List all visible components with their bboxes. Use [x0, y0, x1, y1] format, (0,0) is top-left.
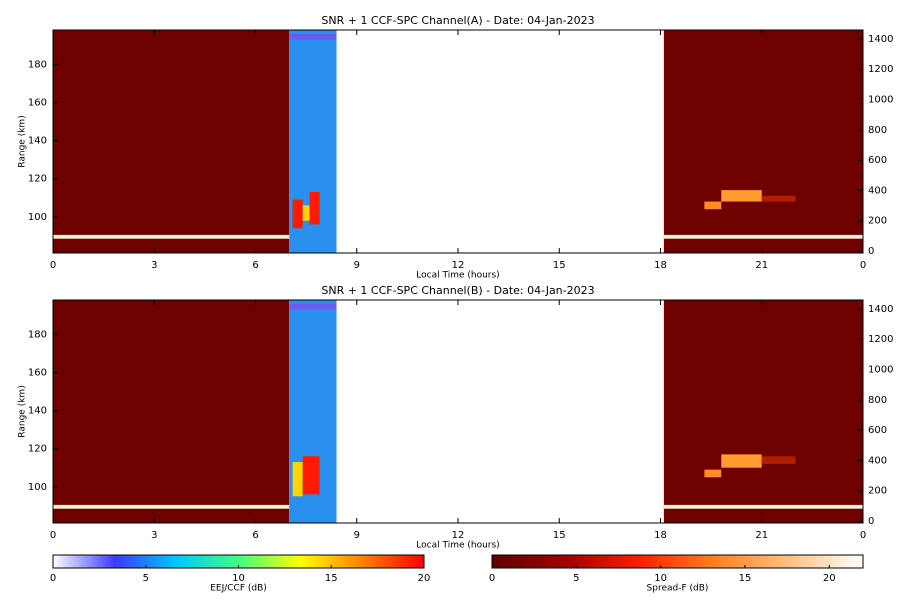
echo-region: [663, 504, 863, 509]
y-tick-label: 180: [28, 329, 47, 340]
chart-title: SNR + 1 CCF-SPC Channel(B) - Date: 04-Ja…: [321, 284, 594, 297]
echo-region: [704, 201, 722, 210]
y-tick-label: 120: [28, 444, 47, 455]
echo-region: [292, 199, 303, 229]
y2-tick-label: 400: [868, 185, 887, 196]
x-axis-label: Local Time (hours): [416, 541, 499, 551]
y-axis-label: Range (km): [18, 115, 28, 167]
echo-region: [53, 504, 290, 509]
echo-region: [721, 190, 762, 202]
y2-tick-label: 600: [868, 155, 887, 166]
x-tick-label: 18: [654, 530, 667, 541]
colorbar-tick-label: 0: [489, 573, 495, 584]
x-tick-label: 3: [151, 260, 157, 271]
x-tick-label: 6: [252, 530, 258, 541]
y2-tick-label: 800: [868, 125, 887, 136]
echo-region: [761, 456, 796, 464]
y-tick-label: 100: [28, 212, 47, 223]
y2-tick-label: 400: [868, 455, 887, 466]
x-tick-label: 15: [553, 530, 566, 541]
echo-region: [53, 234, 290, 239]
x-tick-label: 21: [755, 530, 768, 541]
y2-tick-label: 1200: [868, 64, 893, 75]
y-tick-label: 160: [28, 97, 47, 108]
x-tick-label: 9: [354, 530, 360, 541]
y-tick-label: 140: [28, 406, 47, 417]
y2-tick-label: 0: [868, 246, 874, 257]
colorbar: [491, 554, 864, 569]
x-tick-label: 9: [354, 260, 360, 271]
y2-tick-label: 1200: [868, 334, 893, 345]
x-tick-label: 12: [452, 260, 465, 271]
colorbar-tick-label: 20: [418, 573, 431, 584]
y-tick-label: 120: [28, 174, 47, 185]
echo-region: [309, 192, 320, 225]
x-tick-label: 0: [860, 260, 866, 271]
colorbar-tick-label: 5: [143, 573, 149, 584]
y2-tick-label: 1400: [868, 34, 893, 45]
y2-tick-label: 800: [868, 395, 887, 406]
echo-region: [302, 205, 310, 221]
colorbar-tick-label: 20: [823, 573, 836, 584]
chart-title: SNR + 1 CCF-SPC Channel(A) - Date: 04-Ja…: [321, 14, 594, 27]
y2-tick-label: 1000: [868, 95, 893, 106]
y2-tick-label: 0: [868, 516, 874, 527]
colorbar-tick-label: 10: [654, 573, 667, 584]
y-axis-label: Range (km): [18, 385, 28, 437]
echo-region: [289, 303, 337, 310]
x-tick-label: 12: [452, 530, 465, 541]
colorbar-label: Spread-F (dB): [647, 584, 709, 594]
x-tick-label: 0: [860, 530, 866, 541]
echo-region: [704, 469, 722, 478]
y2-tick-label: 600: [868, 425, 887, 436]
echo-region: [721, 454, 762, 468]
y2-tick-label: 1400: [868, 304, 893, 315]
x-tick-label: 0: [50, 260, 56, 271]
echo-region: [663, 234, 863, 239]
colorbar-tick-label: 10: [232, 573, 245, 584]
y-tick-label: 100: [28, 482, 47, 493]
colorbar-tick-label: 0: [50, 573, 56, 584]
y-tick-label: 140: [28, 136, 47, 147]
x-tick-label: 3: [151, 530, 157, 541]
colorbar-label: EEJ/CCF (dB): [210, 584, 267, 594]
y-tick-label: 160: [28, 367, 47, 378]
echo-region: [761, 195, 796, 202]
y2-tick-label: 200: [868, 486, 887, 497]
echo-region: [292, 462, 303, 497]
echo-region: [289, 33, 337, 40]
x-tick-label: 0: [50, 530, 56, 541]
x-tick-label: 6: [252, 260, 258, 271]
data-block: [53, 300, 290, 523]
colorbar-tick-label: 15: [325, 573, 338, 584]
x-tick-label: 15: [553, 260, 566, 271]
data-block: [663, 30, 863, 253]
y2-tick-label: 1000: [868, 365, 893, 376]
x-tick-label: 18: [654, 260, 667, 271]
y-tick-label: 180: [28, 59, 47, 70]
colorbar-tick-label: 15: [739, 573, 752, 584]
x-axis-label: Local Time (hours): [416, 271, 499, 281]
y2-tick-label: 200: [868, 216, 887, 227]
x-tick-label: 21: [755, 260, 768, 271]
echo-region: [302, 456, 320, 495]
colorbar-tick-label: 5: [573, 573, 579, 584]
data-block: [53, 30, 290, 253]
data-block: [663, 300, 863, 523]
